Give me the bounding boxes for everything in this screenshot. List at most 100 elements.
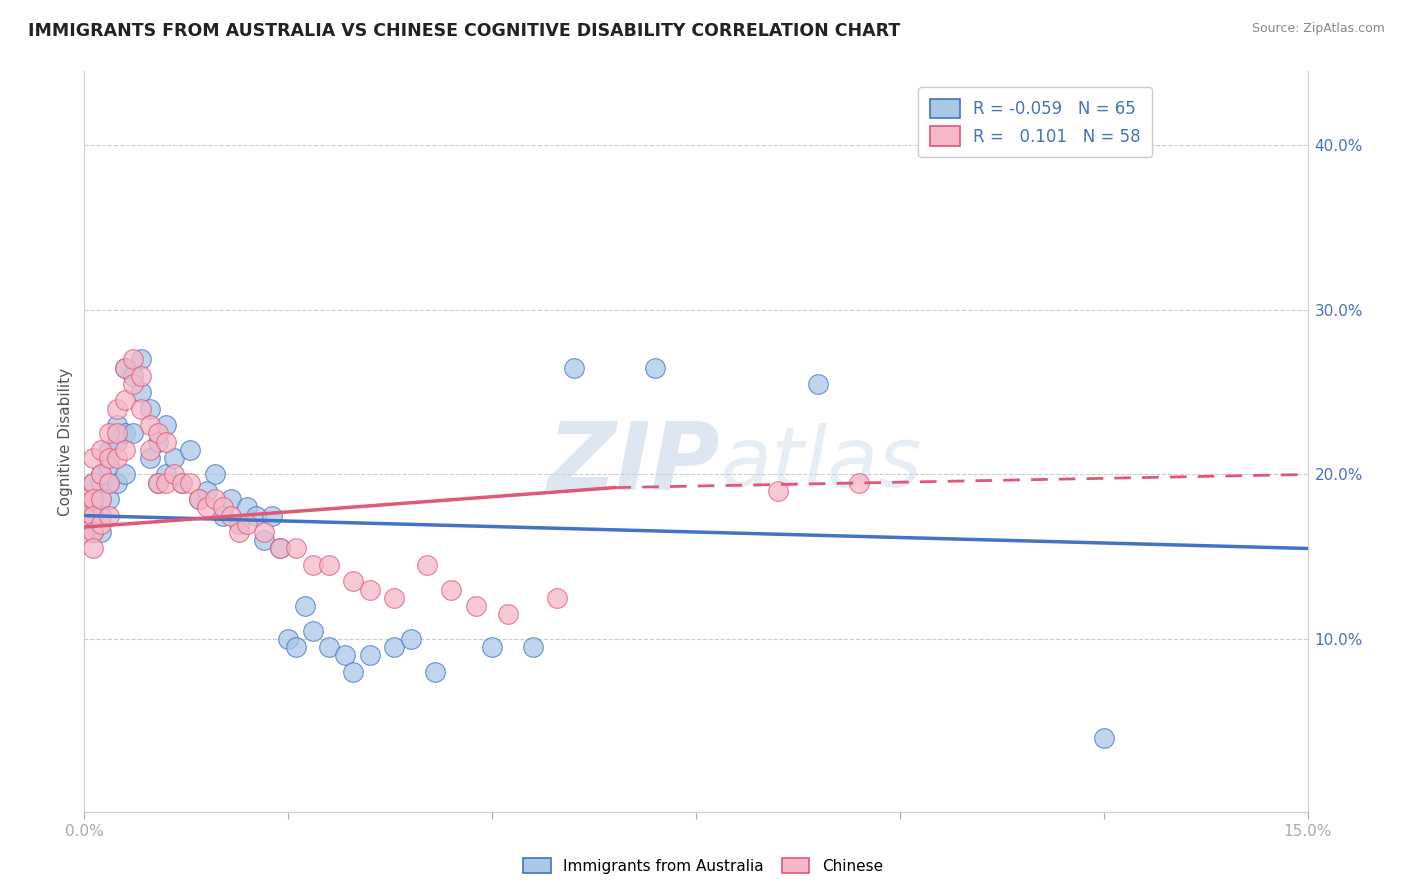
Point bbox=[155, 467, 177, 482]
Point bbox=[277, 632, 299, 646]
Point bbox=[195, 500, 218, 515]
Point bbox=[187, 492, 209, 507]
Point bbox=[138, 401, 160, 416]
Point bbox=[204, 492, 226, 507]
Point bbox=[204, 467, 226, 482]
Point bbox=[481, 640, 503, 655]
Point bbox=[562, 360, 585, 375]
Point bbox=[90, 442, 112, 457]
Point bbox=[97, 475, 120, 490]
Point bbox=[90, 467, 112, 482]
Point bbox=[440, 582, 463, 597]
Point bbox=[766, 483, 789, 498]
Point bbox=[359, 582, 381, 597]
Point bbox=[179, 475, 201, 490]
Point bbox=[73, 508, 96, 523]
Point bbox=[82, 541, 104, 556]
Point bbox=[73, 508, 96, 523]
Point bbox=[131, 401, 153, 416]
Point bbox=[73, 524, 96, 539]
Point bbox=[155, 434, 177, 449]
Point bbox=[90, 516, 112, 531]
Point bbox=[105, 434, 128, 449]
Point bbox=[114, 360, 136, 375]
Point bbox=[335, 648, 357, 663]
Point bbox=[294, 599, 316, 613]
Point bbox=[82, 516, 104, 531]
Point bbox=[318, 558, 340, 572]
Point bbox=[138, 442, 160, 457]
Point bbox=[219, 508, 242, 523]
Point bbox=[122, 426, 145, 441]
Point bbox=[90, 492, 112, 507]
Point bbox=[522, 640, 544, 655]
Point bbox=[138, 418, 160, 433]
Point bbox=[359, 648, 381, 663]
Point bbox=[82, 508, 104, 523]
Point bbox=[342, 665, 364, 679]
Point bbox=[97, 508, 120, 523]
Point bbox=[146, 475, 169, 490]
Point bbox=[82, 524, 104, 539]
Point bbox=[260, 508, 283, 523]
Text: IMMIGRANTS FROM AUSTRALIA VS CHINESE COGNITIVE DISABILITY CORRELATION CHART: IMMIGRANTS FROM AUSTRALIA VS CHINESE COG… bbox=[28, 22, 900, 40]
Point bbox=[114, 467, 136, 482]
Point bbox=[253, 533, 276, 548]
Point bbox=[73, 492, 96, 507]
Point bbox=[399, 632, 422, 646]
Point bbox=[228, 516, 250, 531]
Point bbox=[82, 475, 104, 490]
Point bbox=[498, 607, 520, 622]
Point bbox=[269, 541, 291, 556]
Point bbox=[187, 492, 209, 507]
Point bbox=[90, 467, 112, 482]
Point bbox=[122, 352, 145, 367]
Point bbox=[82, 500, 104, 515]
Point bbox=[114, 426, 136, 441]
Point bbox=[269, 541, 291, 556]
Point bbox=[172, 475, 194, 490]
Point bbox=[146, 426, 169, 441]
Point bbox=[82, 524, 104, 539]
Point bbox=[807, 376, 830, 391]
Point bbox=[163, 450, 186, 465]
Point bbox=[82, 450, 104, 465]
Point bbox=[114, 360, 136, 375]
Point bbox=[285, 640, 308, 655]
Point bbox=[212, 508, 235, 523]
Point bbox=[644, 360, 666, 375]
Point bbox=[114, 393, 136, 408]
Point bbox=[172, 475, 194, 490]
Point bbox=[179, 442, 201, 457]
Point bbox=[285, 541, 308, 556]
Point bbox=[546, 591, 568, 605]
Point bbox=[382, 591, 405, 605]
Point bbox=[236, 500, 259, 515]
Y-axis label: Cognitive Disability: Cognitive Disability bbox=[58, 368, 73, 516]
Text: atlas: atlas bbox=[720, 423, 922, 504]
Point bbox=[105, 475, 128, 490]
Text: ZIP: ZIP bbox=[547, 417, 720, 509]
Point bbox=[97, 475, 120, 490]
Point bbox=[90, 524, 112, 539]
Point bbox=[122, 376, 145, 391]
Point bbox=[423, 665, 446, 679]
Point bbox=[228, 524, 250, 539]
Point bbox=[464, 599, 486, 613]
Point bbox=[382, 640, 405, 655]
Point bbox=[318, 640, 340, 655]
Point bbox=[90, 492, 112, 507]
Point bbox=[342, 574, 364, 589]
Point bbox=[97, 459, 120, 474]
Point bbox=[114, 442, 136, 457]
Point bbox=[105, 426, 128, 441]
Point bbox=[138, 450, 160, 465]
Point bbox=[82, 475, 104, 490]
Point bbox=[82, 492, 104, 507]
Point bbox=[253, 524, 276, 539]
Text: Source: ZipAtlas.com: Source: ZipAtlas.com bbox=[1251, 22, 1385, 36]
Point bbox=[90, 475, 112, 490]
Point bbox=[105, 418, 128, 433]
Point bbox=[416, 558, 439, 572]
Point bbox=[146, 475, 169, 490]
